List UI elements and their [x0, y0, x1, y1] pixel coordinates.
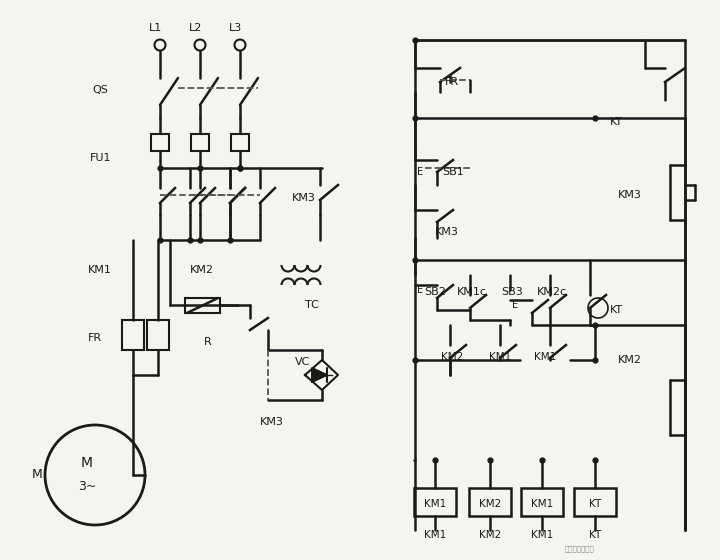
Text: KM2: KM2: [190, 265, 214, 275]
Text: E: E: [417, 285, 423, 295]
Text: KM3: KM3: [618, 190, 642, 200]
Polygon shape: [312, 368, 327, 382]
Text: KM1: KM1: [88, 265, 112, 275]
Text: KM1: KM1: [489, 352, 511, 362]
Text: E: E: [512, 300, 518, 310]
Bar: [185, 298, 220, 313]
Text: KM1: KM1: [424, 499, 446, 509]
Text: KM3: KM3: [292, 193, 316, 203]
Bar: [122, 320, 144, 350]
Text: KM2: KM2: [618, 355, 642, 365]
Text: VC: VC: [295, 357, 310, 367]
Text: KT: KT: [610, 117, 623, 127]
Text: KM1: KM1: [531, 499, 553, 509]
Text: 抗虎电气技巧网: 抗虎电气技巧网: [565, 545, 595, 552]
Text: KM3: KM3: [435, 227, 459, 237]
Bar: [414, 488, 456, 516]
Text: M: M: [81, 456, 93, 470]
Bar: [521, 488, 563, 516]
Text: KT: KT: [610, 305, 623, 315]
Text: L2: L2: [189, 23, 203, 33]
Text: FU1: FU1: [90, 153, 112, 163]
Text: SB1: SB1: [442, 167, 464, 177]
Text: KM2: KM2: [479, 499, 501, 509]
Text: M: M: [32, 469, 42, 482]
Text: KM2: KM2: [479, 530, 501, 540]
Text: KM2: KM2: [441, 352, 463, 362]
Bar: [231, 134, 249, 151]
Text: QS: QS: [92, 85, 108, 95]
Text: KT: KT: [589, 530, 601, 540]
Bar: [191, 134, 209, 151]
Text: E: E: [417, 167, 423, 177]
Text: KM2c: KM2c: [537, 287, 567, 297]
Bar: [574, 488, 616, 516]
Text: KM1: KM1: [534, 352, 556, 362]
Text: SB2: SB2: [424, 287, 446, 297]
Text: L3: L3: [230, 23, 243, 33]
Text: TC: TC: [305, 300, 319, 310]
Bar: [469, 488, 511, 516]
Bar: [151, 134, 169, 151]
Bar: [147, 320, 169, 350]
Text: FR: FR: [88, 333, 102, 343]
Text: L1: L1: [149, 23, 163, 33]
Text: KT: KT: [589, 499, 601, 509]
Text: KM1: KM1: [531, 530, 553, 540]
Text: 3~: 3~: [78, 480, 96, 493]
Text: SB3: SB3: [501, 287, 523, 297]
Text: FR: FR: [445, 77, 459, 87]
Text: KM1c: KM1c: [457, 287, 487, 297]
Text: KM1: KM1: [424, 530, 446, 540]
Text: KM3: KM3: [260, 417, 284, 427]
Text: R: R: [204, 337, 212, 347]
